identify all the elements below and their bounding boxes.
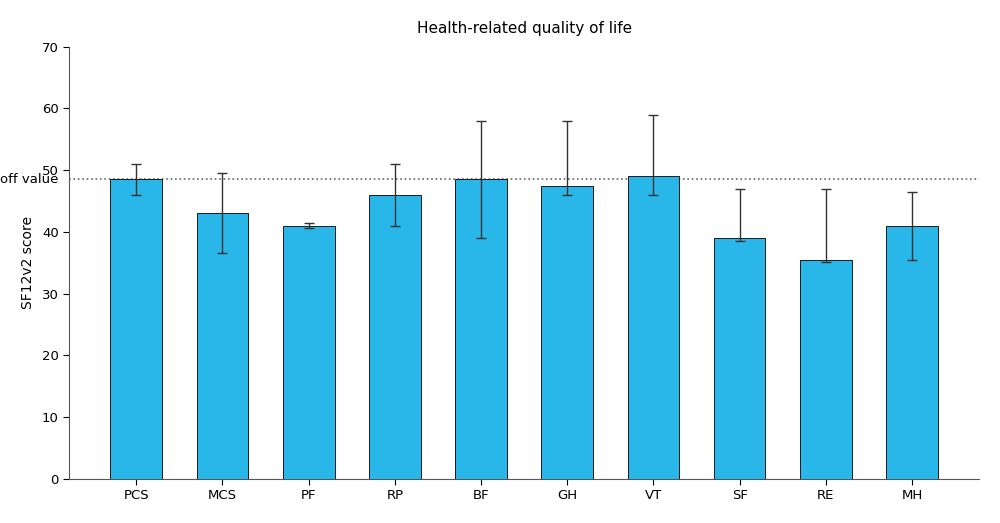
Title: Health-related quality of life: Health-related quality of life: [417, 21, 632, 36]
Bar: [369, 195, 421, 479]
Bar: [886, 226, 938, 479]
Text: Cut-off value: Cut-off value: [0, 173, 58, 186]
Bar: [800, 259, 852, 479]
Bar: [628, 176, 679, 479]
Bar: [541, 186, 593, 479]
Bar: [197, 213, 248, 479]
Y-axis label: SF12v2 score: SF12v2 score: [21, 216, 35, 309]
Bar: [283, 226, 335, 479]
Bar: [455, 179, 507, 479]
Bar: [110, 179, 162, 479]
Bar: [714, 238, 765, 479]
